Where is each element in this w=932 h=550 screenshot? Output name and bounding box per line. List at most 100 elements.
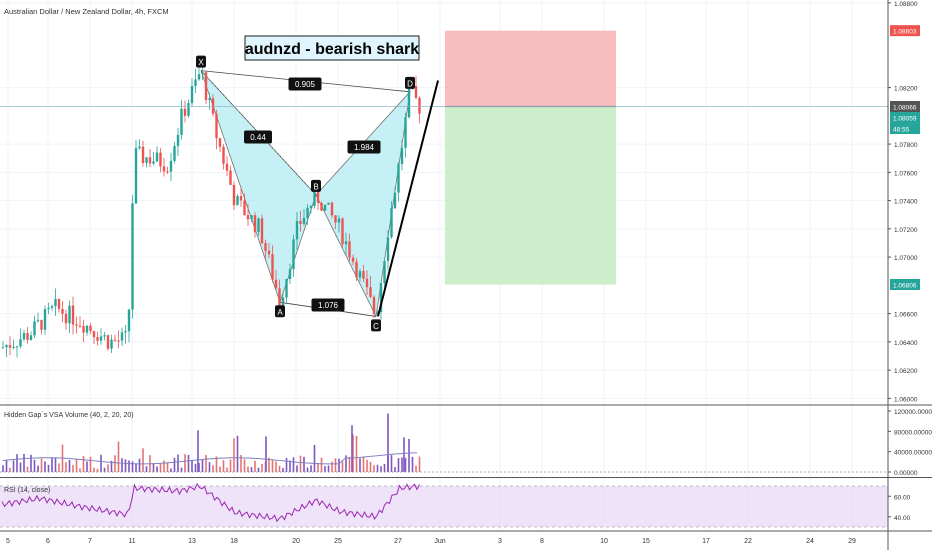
annotation-box[interactable] [244,35,420,61]
rsi-line [1,482,420,523]
candle-body-82 [288,269,292,280]
candle-body-114 [400,147,404,164]
candle-body-103 [362,271,365,279]
position-zones[interactable] [445,30,616,285]
rsi-tick-label-0: 60.00 [894,494,911,501]
volume-panel-title: Hidden Gap`s VSA Volume (40, 2, 20, 20) [4,412,134,419]
candle-body-19 [68,305,71,324]
candle-body-20 [71,305,75,325]
candle-body-44 [155,152,159,162]
ratio-badge-0-44[interactable] [244,130,272,144]
candle-body-61 [215,113,218,139]
candle-body-54 [190,86,194,104]
candle-body-88 [309,205,313,208]
pattern-triangle-xab[interactable] [200,70,317,304]
candle-body-62 [218,138,222,147]
candle-body-116 [407,88,411,118]
price-label-countdown: 48:55 [893,127,910,134]
pattern-point-c-badge[interactable] [371,319,381,332]
candle-body-77 [271,254,274,280]
pattern-point-b: B [313,182,318,191]
candle-body-7 [26,332,29,340]
time-tick-label-7: 25 [334,538,342,545]
candle-body-25 [89,325,92,331]
time-tick-label-10: 3 [498,538,502,545]
candle-body-96 [337,218,341,223]
candle-body-63 [222,146,225,164]
time-tick-label-13: 15 [642,538,650,545]
rsi-panel [0,482,888,528]
symbol-title: Australian Dollar / New Zealand Dollar, … [4,7,169,16]
candle-body-32 [113,339,117,341]
candle-body-59 [208,98,211,100]
price-label-countdown-bg[interactable] [890,123,920,135]
candle-body-1 [5,345,8,348]
price-tick-label-4: 1.07400 [894,199,918,206]
rsi-panel-title: RSI (14, close) [4,487,50,494]
volume-tick-label-0: 120000.00000 [894,409,932,416]
candle-body-46 [162,166,166,172]
ratio-badge-1-076[interactable] [311,298,345,312]
candle-body-107 [376,312,379,314]
time-tick-label-11: 8 [540,538,544,545]
candle-body-47 [166,171,169,173]
time-tick-label-3: 11 [128,538,135,545]
candle-body-69 [243,200,246,216]
candle-body-31 [110,339,113,349]
candle-body-99 [348,241,351,258]
candle-body-29 [103,335,106,337]
candle-body-0 [1,347,5,349]
candle-body-57 [201,72,204,75]
candle-body-60 [211,98,215,114]
candle-body-87 [306,207,309,218]
pattern-point-d-badge[interactable] [405,76,415,89]
candle-body-84 [295,221,299,240]
candle-body-98 [344,241,348,245]
price-label-current: 1.08059 [893,116,917,123]
price-label-current-bg[interactable] [890,112,920,124]
price-label-stop: 1.08603 [893,29,917,36]
stop-loss-zone[interactable] [445,30,616,107]
ratio-label-1-984: 1.984 [354,143,375,152]
candle-body-6 [22,332,26,340]
candle-body-42 [148,157,152,164]
time-tick-label-16: 24 [806,538,814,545]
candle-body-16 [57,298,61,309]
time-tick-label-15: 22 [744,538,752,545]
candle-body-13 [47,307,50,310]
take-profit-zone[interactable] [445,106,616,285]
time-tick-label-2: 7 [88,538,92,545]
candle-body-73 [257,218,260,232]
price-label-last: 1.08066 [893,105,917,112]
candle-body-75 [264,243,267,251]
candle-body-79 [278,288,281,306]
candle-body-85 [299,221,302,224]
pattern-point-x-badge[interactable] [196,55,206,68]
time-tick-label-6: 20 [292,538,300,545]
harmonic-pattern[interactable] [200,70,411,318]
ratio-badge-0-905[interactable] [288,77,322,91]
candle-body-93 [327,202,330,205]
candle-body-102 [358,271,362,278]
ratio-badge-1-984[interactable] [347,140,381,154]
candle-body-35 [124,331,127,333]
candle-body-67 [236,196,239,206]
trend-line[interactable] [377,80,439,317]
candle-body-3 [12,346,15,348]
candle-body-11 [40,320,43,330]
price-label-last-bg[interactable] [890,101,920,113]
pattern-point-b-badge[interactable] [311,179,321,192]
price-tick-label-7: 1.06600 [894,312,918,319]
candle-body-18 [64,313,68,324]
candle-body-71 [250,215,253,220]
candle-body-52 [183,108,187,116]
candle-body-36 [127,309,131,332]
ratio-label-0-44: 0.44 [250,133,266,142]
time-tick-label-9: Jun [434,538,445,545]
pattern-point-a-badge[interactable] [275,305,285,318]
price-label-stop-bg[interactable] [890,25,920,37]
price-tick-label-9: 1.06200 [894,368,918,375]
price-label-target-bg[interactable] [890,278,920,290]
